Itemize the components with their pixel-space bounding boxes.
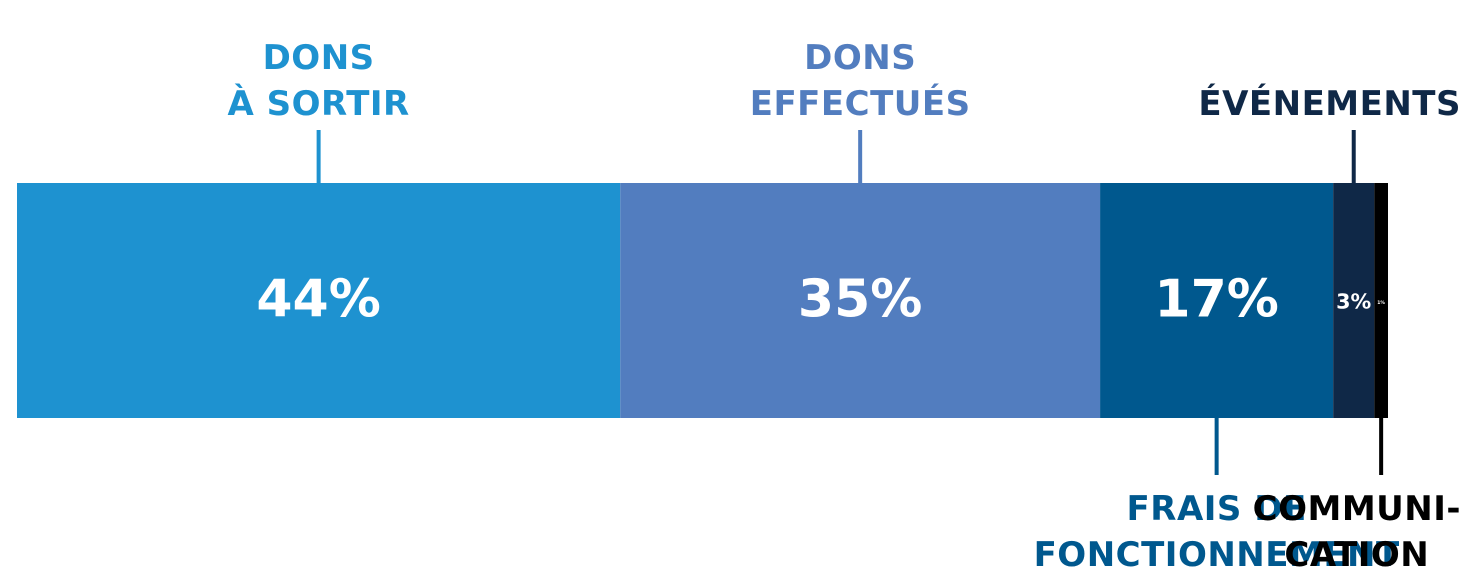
category-label-line: DONS [263,38,375,78]
value-label: 17% [1154,270,1278,330]
category-label: DONS EFFECTUÉS [750,38,971,124]
value-label: 35% [798,270,922,330]
value-label: 3% [1336,290,1371,314]
bar-segment [1100,183,1334,418]
bar-segment [1374,183,1388,418]
category-label: COMMUNI- CATION [1253,489,1461,575]
category-label: ÉVÉNEMENTS [1198,83,1461,124]
bar-segment [620,183,1101,418]
category-label-line: COMMUNI- [1253,489,1461,529]
category-label-line: DONS [804,38,916,78]
category-label-line: ÉVÉNEMENTS [1198,83,1461,124]
category-label-line: CATION [1284,535,1429,575]
category-label: FRAIS DE FONCTIONNEMENT [1034,489,1400,575]
category-label: DONS À SORTIR [228,38,410,124]
value-label: 44% [256,270,380,330]
category-label-line: EFFECTUÉS [750,83,971,124]
category-label-line: FONCTIONNEMENT [1034,535,1400,575]
value-label: 1% [1377,300,1385,306]
bar-segment [1333,183,1375,418]
category-label-line: FRAIS DE [1127,489,1307,529]
category-label-line: À SORTIR [228,83,410,124]
bar-segment [17,183,621,418]
